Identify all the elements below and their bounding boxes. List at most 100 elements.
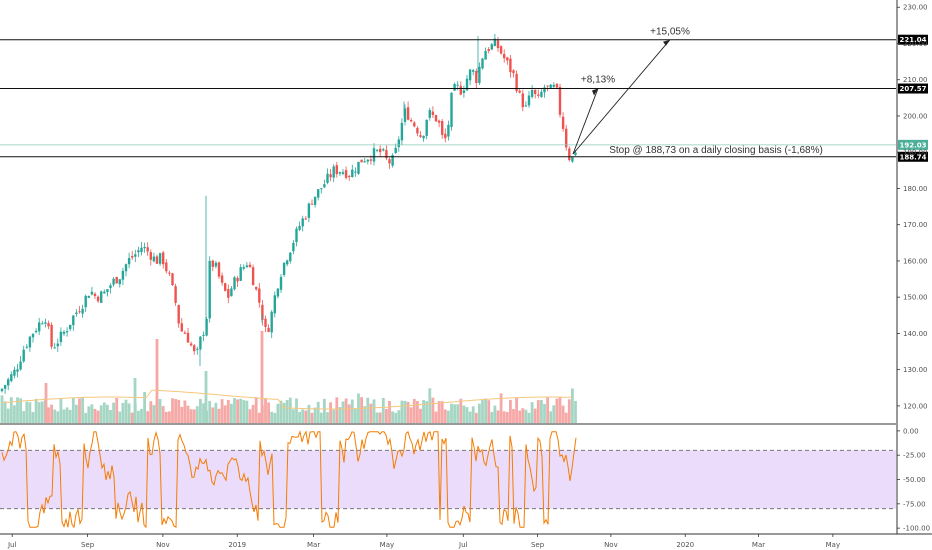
arrow-line-8pct [572,88,599,155]
volume-bar [505,411,509,423]
oscillator-tick-label: -100.00 [903,525,930,533]
volume-bar [462,405,466,423]
volume-bar [375,412,379,423]
candle-body [313,196,317,205]
candle-body [251,267,255,286]
volume-bar [171,398,174,423]
candle-body [186,332,190,343]
candle-body [329,174,332,178]
candle-body [437,120,441,123]
volume-bar [16,397,19,423]
volume-bar [13,405,16,423]
candle-body [524,105,528,107]
volume-bar [332,409,336,423]
candle-body [273,295,276,314]
candle-body [62,331,66,334]
candle-body [69,324,72,330]
candle-body [134,254,137,257]
candle-body [403,108,407,122]
x-tick-label: Nov [604,541,618,549]
candle-body [571,156,574,162]
volume-bar [133,378,137,423]
candle-body [87,295,90,298]
candle-body [258,288,261,303]
volume-bar [484,398,487,423]
candle-body [499,46,503,54]
volume-bar [106,404,109,423]
candle-body [506,57,509,61]
candle-body [162,252,165,265]
candle-body [450,92,453,127]
candle-body [53,347,56,349]
volume-bar [236,399,239,423]
candle-body [369,159,373,161]
candle-body [512,70,515,74]
volume-bar [536,400,540,423]
candle-body [530,90,534,97]
price-levels: 221.04 207.57 188.74 192.03 [0,34,928,162]
volume-bar [226,399,230,423]
candle-body [344,170,348,178]
candle-body [537,94,540,96]
candle-body [357,161,360,174]
candle-body [543,87,546,93]
volume-bar [319,412,323,423]
axes: 230.00 220.00 210.00 200.00 190.00 180.00 170.… [7,4,930,549]
candle-body [478,66,481,83]
volume-bar [180,406,184,423]
volume-bar [471,406,475,423]
volume-bar [394,412,398,423]
candle-body [165,262,168,272]
volume-bar [412,398,416,423]
candle-body [552,84,555,87]
annotations: +15,05% +8,13% Stop @ 188,73 on a daily cl… [572,27,823,156]
volume-bar [552,405,556,423]
candle-body [93,293,97,297]
candle-body [397,139,400,148]
volume-bar [406,401,410,423]
volume-bar [323,398,326,423]
volume-bar [428,388,432,423]
candle-body [193,345,196,352]
candle-body [56,343,59,347]
x-tick-label: 2019 [228,541,246,549]
candle-body [540,91,543,97]
candle-body [196,348,199,350]
volume-bar [481,399,484,423]
chart-background [0,0,932,535]
level-label-bg [898,83,928,94]
volume-bar [90,404,94,423]
volume-bar [195,406,199,423]
candle-body [41,323,44,325]
volume-bar [19,398,22,423]
candle-body [65,331,69,333]
candle-body [13,369,16,376]
volume-bar [347,404,351,423]
candle-body [391,155,394,166]
volume-bar [152,405,156,423]
volume-bar [267,402,270,423]
volume-bar [34,398,38,423]
level-label: 221.04 [899,36,926,44]
volume-bar [186,405,190,423]
volume-bar [388,400,391,423]
volume-bar [155,339,159,423]
candle-body [326,173,329,183]
candle-body [574,152,577,155]
volume-bar [242,400,246,423]
candle-body [335,165,338,175]
candle-body [146,247,149,252]
candle-body [230,288,233,297]
candle-body [453,83,456,91]
volume-bar [53,409,57,423]
candle-body [47,323,50,327]
candle-body [214,262,218,267]
oscillator-tick-label: -75.00 [903,500,926,508]
volume-bar [416,401,419,423]
candle-body [310,203,314,205]
candle-body [202,334,205,336]
candle-body [360,159,363,163]
volume-bar [496,410,500,423]
candle-body [44,322,47,324]
volume-bar [298,411,301,423]
